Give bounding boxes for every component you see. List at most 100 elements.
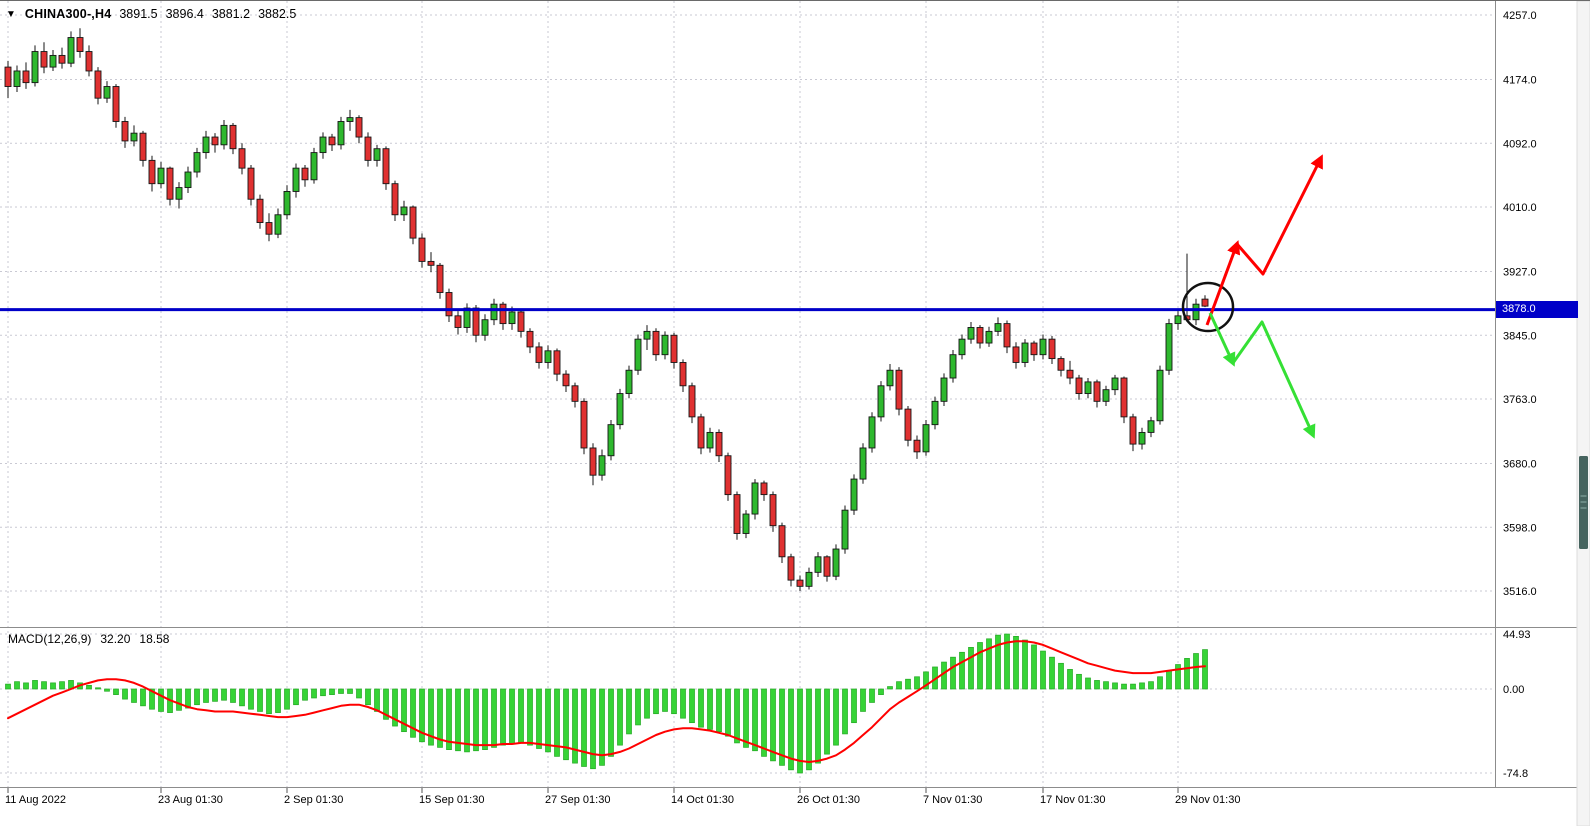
macd-bar: [221, 688, 227, 701]
candle-body: [328, 136, 336, 146]
macd-bar: [473, 688, 479, 752]
candle-body: [130, 132, 138, 142]
macd-bar: [1166, 670, 1172, 690]
macd-bar: [635, 688, 641, 726]
macd-bar: [14, 681, 20, 690]
bearish-scenario-arrow: [1208, 312, 1236, 367]
macd-signal-line: [7, 640, 1206, 763]
macd-bar: [1094, 680, 1100, 690]
candle-body: [220, 124, 228, 146]
symbol-dropdown-icon[interactable]: ▼: [6, 8, 16, 20]
macd-bar: [248, 688, 254, 710]
candlesticks[interactable]: [4, 28, 1209, 591]
candle-body: [301, 167, 309, 181]
macd-bar: [833, 688, 839, 746]
macd-bar: [329, 688, 335, 695]
candle-body: [148, 159, 156, 185]
macd-bar: [977, 642, 983, 690]
macd-bar: [347, 688, 353, 694]
candle-body: [976, 327, 984, 344]
macd-bar: [482, 688, 488, 750]
candle-body: [823, 556, 831, 577]
macd-bar: [383, 688, 389, 720]
candle-body: [193, 152, 201, 173]
candle-body: [769, 494, 777, 527]
candle-body: [1165, 323, 1173, 371]
candle-body: [697, 416, 705, 449]
candle-body: [544, 350, 552, 363]
candle-body: [562, 373, 570, 387]
candle-body: [1201, 298, 1209, 307]
candle-body: [724, 455, 732, 496]
candle-body: [1030, 342, 1038, 356]
macd-bar: [581, 688, 587, 767]
vertical-scrollbar[interactable]: [1576, 1, 1590, 826]
macd-indicator-label: MACD(12,26,9) 32.20 18.58: [8, 632, 169, 646]
candle-body: [382, 148, 390, 185]
macd-bar: [59, 681, 65, 690]
macd-bar: [122, 688, 128, 700]
price-axis: 4257.0 4174.0 4092.0 4010.0 3927.0 3845.0 3763…: [1503, 10, 1537, 780]
svg-text:-74.8: -74.8: [1503, 768, 1528, 780]
macd-bar: [698, 688, 704, 728]
candle-body: [868, 416, 876, 449]
candle-body: [832, 548, 840, 577]
macd-bar: [212, 688, 218, 702]
macd-bar: [176, 688, 182, 711]
macd-bar: [32, 680, 38, 690]
macd-bar: [896, 681, 902, 690]
svg-text:4174.0: 4174.0: [1503, 75, 1537, 87]
macd-bar: [725, 688, 731, 737]
candle-body: [1138, 431, 1146, 445]
scrollbar-track[interactable]: [1576, 1, 1590, 826]
macd-bar: [608, 688, 614, 757]
candle-body: [778, 525, 786, 558]
macd-bar: [545, 688, 551, 753]
time-label: 26 Oct 01:30: [797, 794, 860, 806]
macd-bar: [266, 688, 272, 715]
candle-body: [373, 148, 381, 161]
candle-body: [1102, 389, 1110, 402]
macd-bar: [572, 688, 578, 764]
macd-bar: [806, 688, 812, 771]
macd-bar: [1121, 683, 1127, 690]
candle-body: [166, 167, 174, 200]
candle-body: [922, 424, 930, 453]
macd-bar: [1040, 650, 1046, 690]
macd-bar: [689, 688, 695, 724]
macd-bar: [41, 681, 47, 690]
time-axis[interactable]: 11 Aug 2022 23 Aug 01:30 2 Sep 01:30 15 Sep…: [5, 788, 1240, 806]
candle-body: [481, 319, 489, 336]
candle-body: [1057, 358, 1065, 371]
macd-bar: [752, 688, 758, 752]
candle-body: [58, 54, 66, 64]
candle-body: [211, 136, 219, 146]
macd-bar: [995, 634, 1001, 690]
svg-text:3927.0: 3927.0: [1503, 267, 1537, 279]
macd-bar: [527, 688, 533, 746]
macd-bar: [1148, 681, 1154, 690]
macd-bar: [446, 688, 452, 750]
candle-body: [517, 311, 525, 332]
candle-body: [643, 330, 651, 340]
candle-body: [310, 152, 318, 181]
macd-bar: [536, 688, 542, 749]
macd-bar: [1157, 676, 1163, 690]
macd-bar: [1130, 683, 1136, 690]
candle-body: [265, 222, 273, 235]
svg-text:3516.0: 3516.0: [1503, 586, 1537, 598]
time-label: 29 Nov 01:30: [1175, 794, 1240, 806]
candle-body: [913, 439, 921, 453]
time-label: 14 Oct 01:30: [671, 794, 734, 806]
candle-body: [751, 482, 759, 515]
svg-text:4257.0: 4257.0: [1503, 10, 1537, 22]
candle-body: [1147, 420, 1155, 433]
candle-body: [409, 206, 417, 239]
macd-bar: [842, 688, 848, 735]
candle-body: [1192, 303, 1200, 321]
svg-text:3763.0: 3763.0: [1503, 394, 1537, 406]
symbol-name: CHINA300-,H4: [24, 7, 112, 21]
candle-body: [364, 136, 372, 161]
